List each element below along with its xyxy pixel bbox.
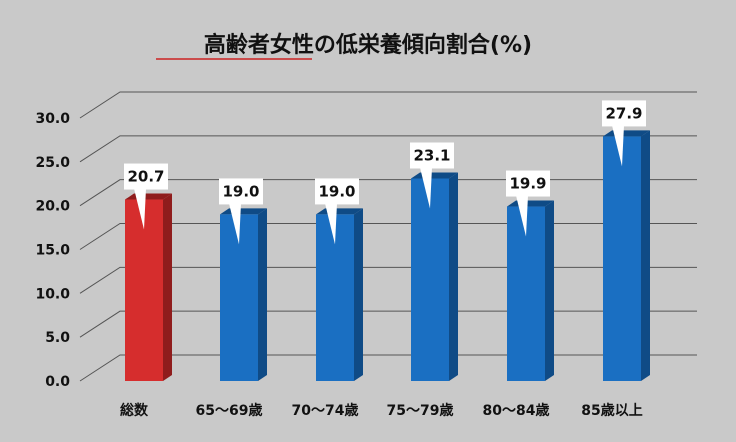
callout-box — [410, 142, 454, 169]
bar — [507, 200, 554, 381]
bar-side — [354, 208, 363, 381]
callout-pointer — [420, 167, 432, 209]
callout-box — [602, 100, 646, 127]
bar-side — [545, 200, 554, 381]
value-callout: 23.1 — [410, 142, 454, 209]
chart-title: 高齢者女性の低栄養傾向割合(%) — [204, 32, 532, 58]
data-label: 19.0 — [318, 182, 355, 200]
x-category-label: 80～84歳 — [483, 402, 550, 419]
gridline — [79, 223, 697, 250]
bar-front — [125, 199, 163, 381]
value-callout: 20.7 — [124, 163, 168, 230]
gridline — [79, 354, 697, 382]
bar-side — [163, 193, 172, 381]
data-label: 23.1 — [413, 146, 450, 164]
y-tick-label: 0.0 — [45, 374, 70, 390]
data-label: 27.9 — [605, 104, 642, 122]
y-tick-label: 15.0 — [35, 243, 70, 259]
x-category-label: 総数 — [120, 402, 149, 419]
y-tick-label: 25.0 — [35, 155, 70, 171]
data-label: 19.9 — [509, 175, 546, 193]
bar-side — [449, 172, 458, 381]
value-callout: 19.0 — [315, 178, 359, 245]
callout-pointer — [229, 203, 241, 245]
gridline — [79, 179, 697, 207]
gridline — [79, 266, 697, 294]
callout-box — [219, 178, 263, 205]
bar-side — [258, 208, 267, 381]
callout-pointer — [516, 195, 528, 237]
value-callout: 19.9 — [506, 170, 550, 237]
x-category-label: 75～79歳 — [387, 402, 454, 419]
y-tick-label: 10.0 — [35, 286, 70, 302]
bar — [316, 208, 363, 381]
x-category-label: 70～74歳 — [292, 402, 359, 419]
bar-front — [603, 136, 641, 381]
callout-pointer — [325, 203, 337, 245]
x-category-label: 65～69歳 — [196, 402, 263, 419]
value-callout: 27.9 — [602, 100, 646, 167]
gridline — [79, 310, 697, 338]
bar-side — [641, 130, 650, 381]
bar — [125, 193, 172, 381]
x-category-label: 85歳以上 — [581, 402, 642, 419]
callout-box — [506, 170, 550, 197]
bar — [411, 172, 458, 381]
data-label: 20.7 — [127, 168, 164, 186]
callout-pointer — [612, 125, 624, 167]
data-label: 19.0 — [222, 182, 259, 200]
gridline — [79, 135, 697, 163]
y-tick-label: 30.0 — [35, 111, 70, 127]
bar-front — [411, 178, 449, 381]
callout-pointer — [134, 188, 146, 230]
y-tick-label: 5.0 — [45, 330, 70, 346]
callout-box — [124, 163, 168, 190]
bar — [220, 208, 267, 381]
bar — [603, 130, 650, 381]
value-callout: 19.0 — [219, 178, 263, 245]
gridline — [79, 91, 697, 119]
callout-box — [315, 178, 359, 205]
y-tick-label: 20.0 — [35, 199, 70, 215]
